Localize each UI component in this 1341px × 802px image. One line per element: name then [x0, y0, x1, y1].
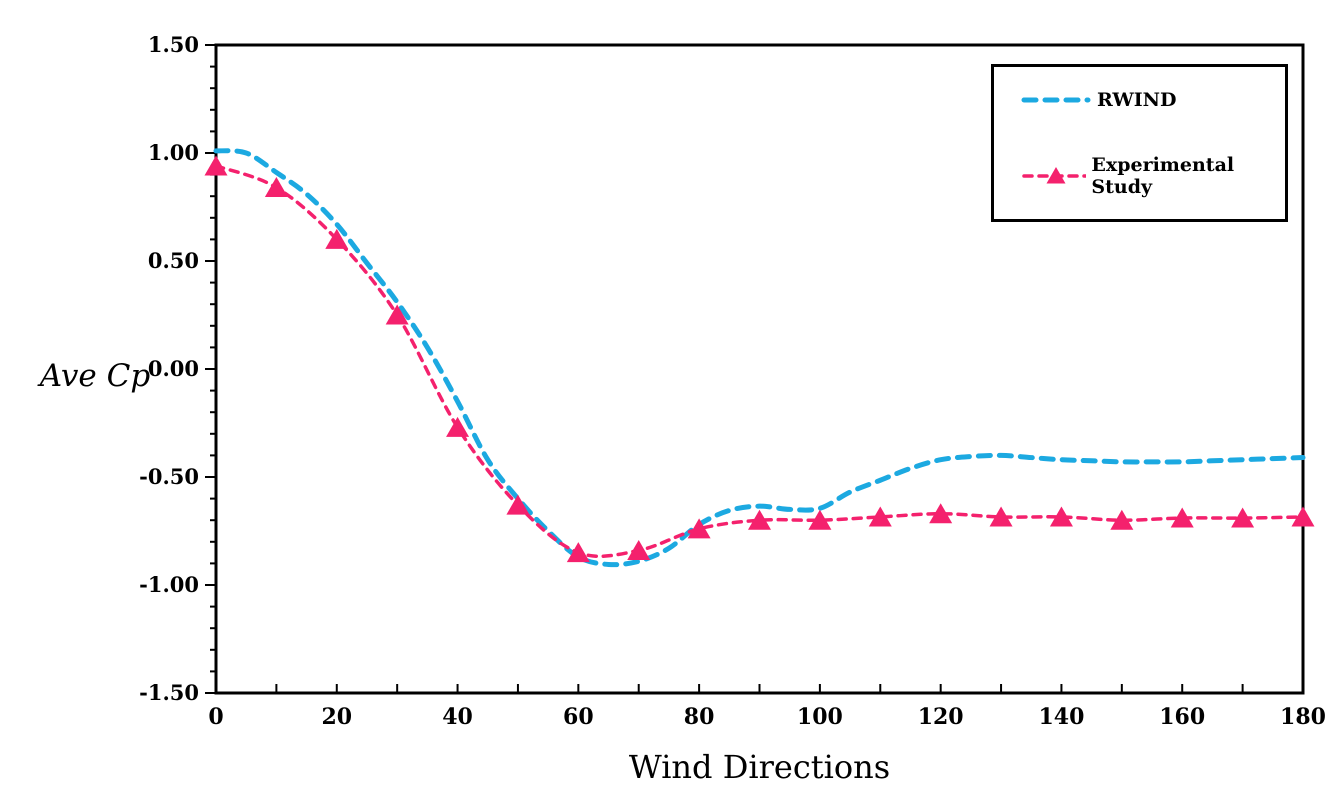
triangle-marker-icon: [1110, 509, 1134, 530]
y-axis-title: Ave Cp: [39, 358, 151, 394]
triangle-marker-icon: [204, 155, 228, 176]
triangle-marker-icon: [1291, 506, 1315, 527]
y-tick-label: 0.00: [148, 356, 199, 381]
triangle-marker-icon: [748, 509, 771, 530]
triangle-marker-icon: [989, 506, 1013, 527]
x-tick-label: 60: [563, 704, 594, 730]
x-tick-label: 100: [797, 704, 843, 730]
x-tick-label: 180: [1280, 704, 1326, 730]
experimental-dashed-line-sample: [1022, 166, 1087, 183]
triangle-marker-icon: [446, 416, 470, 437]
triangle-marker-icon: [627, 539, 651, 560]
x-tick-label: 40: [442, 704, 473, 730]
rwind-dashed-line-sample: [1021, 97, 1091, 102]
triangle-marker-icon: [808, 509, 832, 530]
triangle-marker-icon: [264, 177, 288, 198]
triangle-marker-icon: [1049, 506, 1073, 527]
triangle-marker-icon: [325, 228, 349, 249]
x-tick-label: 160: [1159, 704, 1205, 730]
x-tick-label: 80: [684, 704, 715, 730]
legend-item-experimental[interactable]: Experimental Study: [1020, 154, 1285, 198]
triangle-marker-icon: [566, 542, 590, 563]
y-tick-label: -1.00: [139, 572, 199, 597]
triangle-marker-icon: [506, 494, 530, 515]
series-line-1[interactable]: [214, 164, 1305, 559]
x-tick-label: 20: [321, 704, 352, 730]
x-tick-label: 120: [918, 704, 964, 730]
y-tick-label: 0.50: [148, 248, 199, 273]
series-line-0[interactable]: [213, 148, 1306, 568]
y-tick-label: 1.50: [148, 32, 199, 57]
legend: RWIND Experimental Study: [991, 64, 1288, 222]
y-tick-label: -1.50: [139, 680, 199, 705]
legend-label-experimental: Experimental Study: [1091, 153, 1235, 198]
triangle-marker-icon: [929, 503, 953, 524]
legend-label-rwind: RWIND: [1097, 88, 1177, 111]
x-tick-label: 0: [208, 704, 223, 730]
triangle-marker-icon: [1046, 166, 1066, 183]
triangle-marker-icon: [868, 506, 892, 527]
x-tick-label: 140: [1038, 704, 1084, 730]
triangle-marker-icon: [1170, 507, 1194, 528]
triangle-marker-icon: [687, 518, 711, 539]
triangle-marker-icon: [385, 304, 409, 325]
x-axis-title: Wind Directions: [628, 748, 891, 786]
y-tick-label: 1.00: [148, 140, 199, 165]
legend-item-rwind[interactable]: RWIND: [1020, 89, 1285, 111]
y-tick-label: -0.50: [139, 464, 199, 489]
triangle-marker-icon: [1231, 507, 1255, 528]
